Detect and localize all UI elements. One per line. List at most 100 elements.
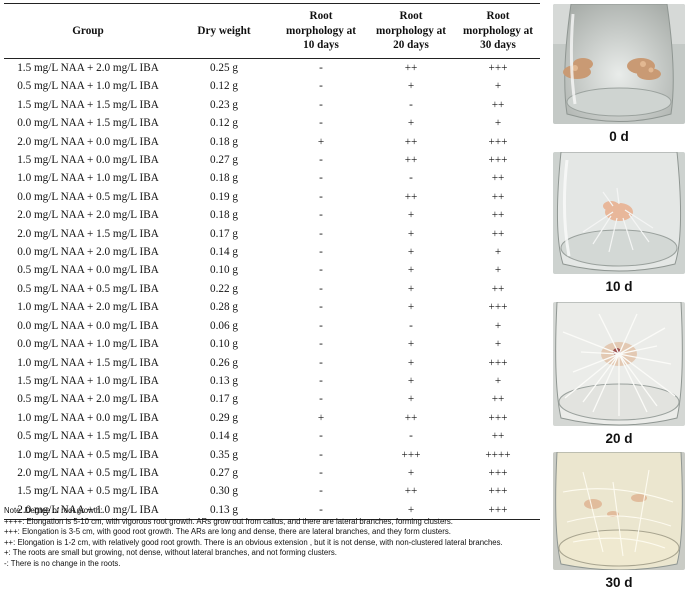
cell-dry-weight: 0.25 g — [210, 62, 238, 74]
cell-dry-weight: 0.29 g — [210, 411, 238, 424]
cell-root-10d: - — [319, 80, 323, 93]
photo-caption-10d: 10 d — [605, 279, 633, 294]
table-row: 0.0 mg/L NAA + 0.5 mg/L IBA 0.19 g - ++ ++ — [4, 188, 540, 206]
cell-root-30d: + — [494, 264, 502, 277]
cell-dry-weight: 0.10 g — [210, 264, 238, 277]
table-row: 2.0 mg/L NAA + 0.5 mg/L IBA 0.27 g - + +++ — [4, 464, 540, 482]
cell-root-10d: - — [319, 338, 323, 351]
cell-root-20d: + — [407, 209, 415, 222]
cell-root-10d: - — [319, 209, 323, 222]
header-dry-weight: Dry weight — [197, 24, 251, 37]
cell-group: 0.0 mg/L NAA + 0.0 mg/L IBA — [17, 319, 159, 332]
cell-root-10d: - — [319, 62, 323, 74]
table-row: 2.0 mg/L NAA + 2.0 mg/L IBA 0.18 g - + ++ — [4, 206, 540, 224]
table-row: 0.5 mg/L NAA + 2.0 mg/L IBA 0.17 g - + ++ — [4, 390, 540, 408]
cell-root-10d: - — [319, 503, 323, 516]
header-group: Group — [72, 24, 104, 37]
cell-group: 1.0 mg/L NAA + 1.5 mg/L IBA — [17, 356, 159, 369]
cell-root-30d: +++ — [488, 62, 508, 74]
cell-dry-weight: 0.12 g — [210, 117, 238, 130]
cell-root-10d: - — [319, 448, 323, 461]
table-row: 1.5 mg/L NAA + 1.0 mg/L IBA 0.13 g - + + — [4, 372, 540, 390]
cell-root-10d: - — [319, 282, 323, 295]
cell-root-30d: ++ — [491, 393, 505, 406]
cell-root-30d: ++ — [491, 227, 505, 240]
photo-caption-0d: 0 d — [609, 129, 629, 144]
cell-group: 0.5 mg/L NAA + 0.0 mg/L IBA — [17, 264, 159, 277]
cell-group: 1.5 mg/L NAA + 1.5 mg/L IBA — [17, 98, 159, 111]
cell-dry-weight: 0.17 g — [210, 227, 238, 240]
cell-dry-weight: 0.27 g — [210, 466, 238, 479]
table-row: 1.0 mg/L NAA + 0.5 mg/L IBA 0.35 g - +++ +++… — [4, 446, 540, 464]
cell-root-10d: - — [319, 393, 323, 406]
cell-root-10d: - — [319, 430, 323, 443]
photo-caption-30d: 30 d — [605, 575, 633, 590]
cell-root-20d: - — [409, 98, 413, 111]
table-row: 1.0 mg/L NAA + 0.0 mg/L IBA 0.29 g + ++ +++ — [4, 409, 540, 427]
cell-root-30d: + — [494, 80, 502, 93]
cell-dry-weight: 0.13 g — [210, 374, 238, 387]
cell-dry-weight: 0.30 g — [210, 485, 238, 498]
cell-root-10d: - — [319, 466, 323, 479]
cell-root-20d: + — [407, 117, 415, 130]
note-line: +++: Elongation is 3-5 cm, with good roo… — [4, 527, 451, 537]
cell-dry-weight: 0.18 g — [210, 172, 238, 185]
table-row: 2.0 mg/L NAA + 1.5 mg/L IBA 0.17 g - + ++ — [4, 225, 540, 243]
cell-dry-weight: 0.23 g — [210, 98, 238, 111]
cell-root-20d: + — [407, 264, 415, 277]
cell-root-30d: +++ — [488, 356, 508, 369]
cell-dry-weight: 0.26 g — [210, 356, 238, 369]
cell-dry-weight: 0.18 g — [210, 135, 238, 148]
cell-root-30d: +++ — [488, 154, 508, 167]
cell-group: 0.5 mg/L NAA + 1.0 mg/L IBA — [17, 80, 159, 93]
cell-group: 1.0 mg/L NAA + 1.0 mg/L IBA — [17, 172, 159, 185]
cell-group: 0.5 mg/L NAA + 1.5 mg/L IBA — [17, 430, 159, 443]
cell-group: 0.0 mg/L NAA + 0.5 mg/L IBA — [17, 190, 159, 203]
cell-root-30d: +++ — [488, 503, 508, 516]
cell-group: 2.0 mg/L NAA + 0.5 mg/L IBA — [17, 466, 159, 479]
cell-group: 0.0 mg/L NAA + 1.0 mg/L IBA — [17, 338, 159, 351]
cell-root-30d: ++++ — [485, 448, 511, 461]
table-row: 1.0 mg/L NAA + 2.0 mg/L IBA 0.28 g - + +++ — [4, 298, 540, 316]
cell-root-20d: +++ — [401, 448, 421, 461]
cell-group: 1.5 mg/L NAA + 0.0 mg/L IBA — [17, 154, 159, 167]
table-row: 0.0 mg/L NAA + 2.0 mg/L IBA 0.14 g - + + — [4, 243, 540, 261]
cell-root-30d: +++ — [488, 135, 508, 148]
cell-root-20d: ++ — [404, 485, 418, 498]
cell-root-30d: +++ — [488, 301, 508, 314]
cell-dry-weight: 0.06 g — [210, 319, 238, 332]
cell-root-10d: - — [319, 172, 323, 185]
cell-root-30d: + — [494, 338, 502, 351]
table-row: 0.5 mg/L NAA + 0.0 mg/L IBA 0.10 g - + + — [4, 261, 540, 279]
cell-root-20d: - — [409, 430, 413, 443]
cell-root-30d: ++ — [491, 209, 505, 222]
table-body: 1.5 mg/L NAA + 2.0 mg/L IBA 0.25 g - ++ +++ 0… — [4, 59, 540, 520]
cell-root-20d: ++ — [404, 154, 418, 167]
cell-group: 1.0 mg/L NAA + 0.0 mg/L IBA — [17, 411, 159, 424]
cell-group: 0.0 mg/L NAA + 1.5 mg/L IBA — [17, 117, 159, 130]
table-row: 0.0 mg/L NAA + 1.5 mg/L IBA 0.12 g - + + — [4, 114, 540, 132]
cell-root-20d: ++ — [404, 135, 418, 148]
cell-root-10d: - — [319, 485, 323, 498]
cell-root-20d: + — [407, 338, 415, 351]
flask-photo-10d — [553, 152, 685, 274]
cell-root-30d: ++ — [491, 98, 505, 111]
table-row: 0.5 mg/L NAA + 1.5 mg/L IBA 0.14 g - - ++ — [4, 427, 540, 445]
cell-root-20d: + — [407, 503, 415, 516]
cell-group: 1.0 mg/L NAA + 2.0 mg/L IBA — [17, 301, 159, 314]
cell-group: 1.5 mg/L NAA + 1.0 mg/L IBA — [17, 374, 159, 387]
note-line: +: The roots are small but growing, not … — [4, 548, 337, 558]
cell-root-20d: + — [407, 282, 415, 295]
table-row: 0.5 mg/L NAA + 1.0 mg/L IBA 0.12 g - + + — [4, 77, 540, 95]
table-row: 1.0 mg/L NAA + 1.0 mg/L IBA 0.18 g - - ++ — [4, 169, 540, 187]
cell-root-20d: ++ — [404, 190, 418, 203]
growth-degree-notes: Note: Degree of root growth: ++++: Elong… — [4, 506, 536, 570]
cell-root-30d: ++ — [491, 282, 505, 295]
cell-root-30d: ++ — [491, 190, 505, 203]
table-row: 2.0 mg/L NAA + 1.0 mg/L IBA 0.13 g - + +++ — [4, 501, 540, 520]
cell-dry-weight: 0.14 g — [210, 430, 238, 443]
table-row: 0.0 mg/L NAA + 0.0 mg/L IBA 0.06 g - - + — [4, 317, 540, 335]
cell-root-10d: + — [317, 135, 325, 148]
cell-group: 2.0 mg/L NAA + 1.5 mg/L IBA — [17, 227, 159, 240]
flask-photo-30d — [553, 452, 685, 570]
